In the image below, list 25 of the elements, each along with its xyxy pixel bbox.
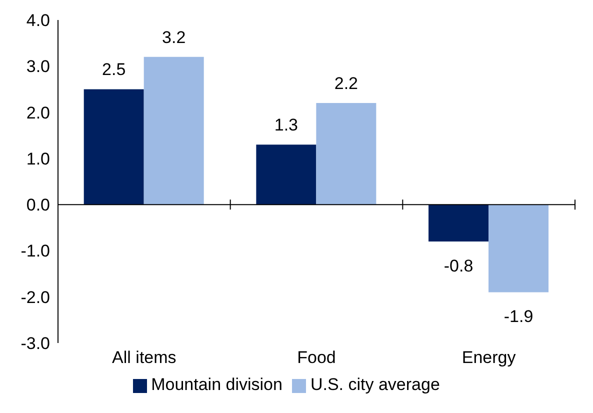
- data-label: 2.5: [102, 60, 126, 80]
- data-label: 3.2: [162, 28, 186, 47]
- bar: [316, 103, 376, 205]
- bar: [428, 204, 489, 242]
- y-tick-label: 3.0: [26, 57, 50, 76]
- legend-label: U.S. city average: [310, 375, 440, 394]
- bar: [84, 89, 144, 205]
- data-label: 2.2: [334, 74, 358, 94]
- y-tick-label: 2.0: [26, 103, 50, 122]
- bar: [144, 56, 204, 205]
- data-label: -1.9: [504, 307, 534, 326]
- x-tick-label: Energy: [462, 348, 516, 368]
- y-tick-label: -3.0: [20, 334, 50, 354]
- data-label: -0.8: [444, 256, 474, 276]
- y-tick-label: 1.0: [26, 149, 50, 168]
- y-tick-label: 0.0: [26, 196, 50, 215]
- bar: [256, 144, 316, 205]
- y-tick-label: -1.0: [20, 242, 50, 261]
- x-tick-label: All items: [112, 348, 176, 368]
- x-tick-label: Food: [297, 348, 336, 368]
- y-tick-label: 4.0: [26, 11, 50, 30]
- y-tick-label: -2.0: [20, 288, 50, 307]
- data-label: 1.3: [274, 116, 298, 135]
- bar: [488, 204, 549, 292]
- legend-label: Mountain division: [151, 375, 282, 394]
